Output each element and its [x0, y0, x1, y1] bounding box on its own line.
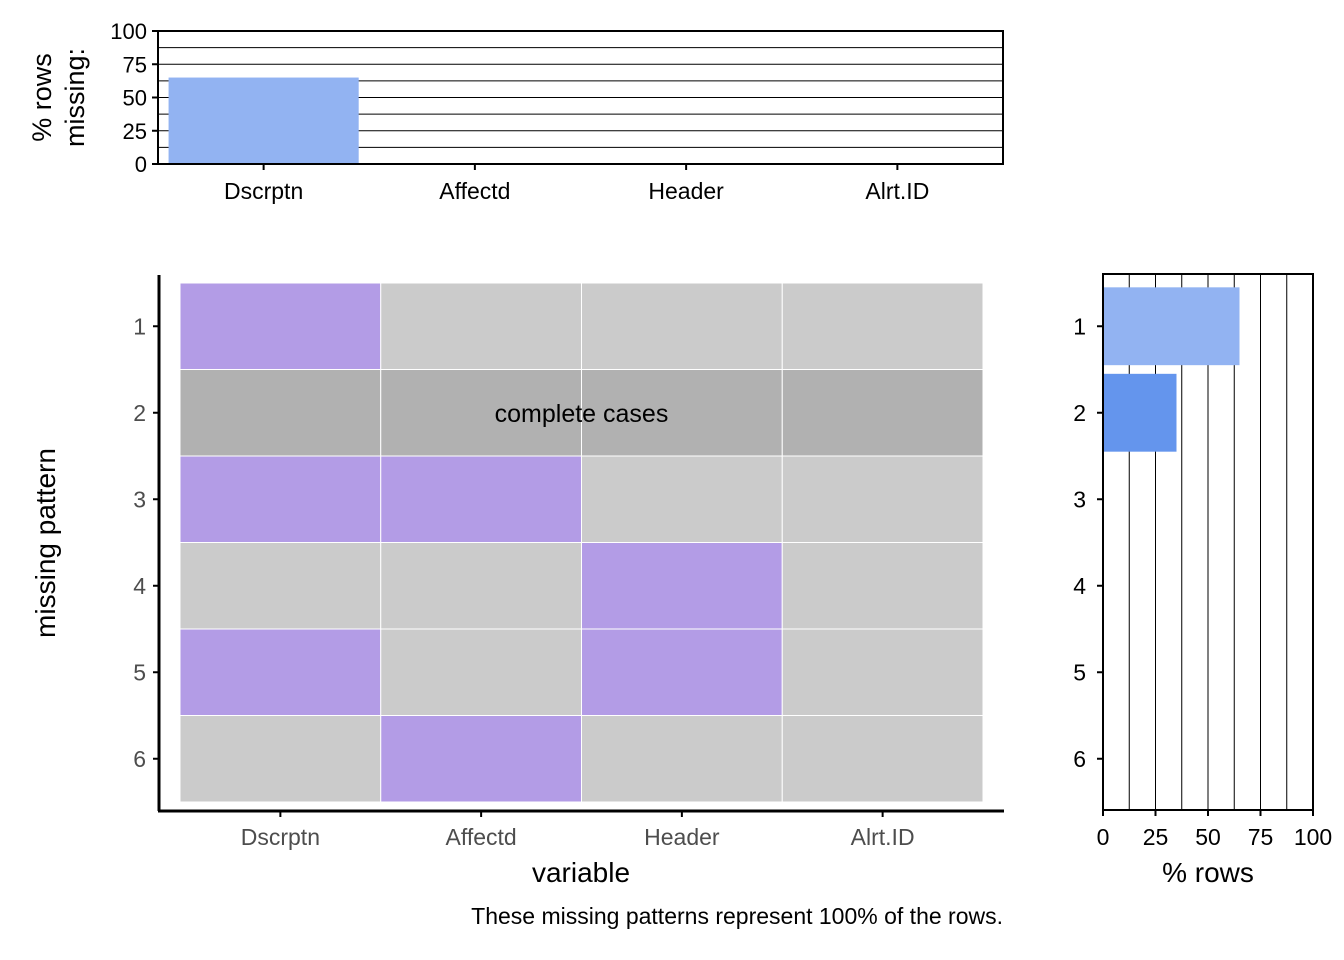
top-y-axis-title-line: % rows	[27, 53, 57, 142]
main-y-tick-label: 1	[133, 313, 146, 339]
complete-cases-label: complete cases	[495, 400, 669, 428]
right-y-tick-label: 6	[1073, 746, 1086, 772]
top-x-tick-label: Dscrptn	[224, 178, 303, 204]
heatmap-cell-r1-Header	[581, 282, 783, 370]
right-y-tick-label: 1	[1073, 313, 1086, 339]
main-y-tick-label: 6	[133, 746, 146, 772]
top-y-tick-label: 50	[123, 86, 147, 111]
heatmap-cell-r1-Dscrptn	[179, 282, 382, 370]
heatmap-cell-r4-Dscrptn	[179, 542, 382, 630]
main-y-tick-label: 5	[133, 659, 146, 685]
heatmap-cell-r3-Alrt.ID	[781, 455, 984, 543]
top-y-axis-title: % rows missing:	[27, 48, 90, 147]
right-bar-pattern-1	[1103, 287, 1240, 366]
right-panel-pattern-frequency: 1 2 3 4 5 6 0 25 50 75 100 % rows	[1073, 273, 1332, 888]
right-y-tick-label: 2	[1073, 400, 1086, 426]
top-bar-Dscrptn	[168, 77, 359, 164]
main-y-tick-label: 3	[133, 486, 146, 512]
heatmap-cell-r6-Alrt.ID	[781, 715, 984, 803]
heatmap-cell-r2-Affectd	[380, 369, 582, 457]
top-y-tick-label: 0	[135, 152, 147, 177]
top-x-tick-label: Header	[648, 178, 724, 204]
right-x-tick-label: 0	[1097, 824, 1110, 850]
top-y-tick-label: 25	[123, 119, 147, 144]
heatmap-cell-r6-Dscrptn	[179, 715, 382, 803]
right-y-tick-label: 5	[1073, 659, 1086, 685]
heatmap-cell-r3-Dscrptn	[179, 455, 382, 543]
main-x-tick-label: Affectd	[446, 824, 517, 850]
right-y-tick-label: 4	[1073, 573, 1086, 599]
main-x-tick-label: Alrt.ID	[851, 824, 915, 850]
top-y-tick-label: 100	[110, 19, 147, 44]
heatmap-cell-r5-Header	[581, 628, 783, 716]
heatmap-cell-r6-Header	[581, 715, 783, 803]
heatmap-cell-r1-Alrt.ID	[781, 282, 984, 370]
heatmap-cell-r2-Alrt.ID	[781, 369, 984, 457]
main-x-tick-label: Header	[644, 824, 720, 850]
caption: These missing patterns represent 100% of…	[471, 903, 1003, 929]
right-y-tick-label: 3	[1073, 486, 1086, 512]
main-panel-missing-pattern-heatmap: complete cases 1 2 3 4 5 6 Dscrptn Affectd Header…	[30, 275, 1004, 888]
main-x-tick-label: Dscrptn	[241, 824, 320, 850]
top-x-tick-label: Affectd	[439, 178, 510, 204]
heatmap-cell-r2-Dscrptn	[179, 369, 382, 457]
top-x-tick-label: Alrt.ID	[865, 178, 929, 204]
right-bar-pattern-2	[1103, 373, 1177, 452]
heatmap-cell-r1-Affectd	[380, 282, 582, 370]
main-y-axis-title: missing pattern	[30, 448, 61, 638]
heatmap-cell-r4-Header	[581, 542, 783, 630]
heatmap-cell-r5-Dscrptn	[179, 628, 382, 716]
heatmap-cell-r6-Affectd	[380, 715, 582, 803]
heatmap-cell-r5-Alrt.ID	[781, 628, 984, 716]
heatmap-cell-r2-Header	[581, 369, 783, 457]
main-x-axis-title: variable	[532, 857, 630, 888]
top-panel-missing-by-variable: 0 25 50 75 100 Dscrptn Affectd Header Alrt.ID % r…	[27, 19, 1004, 204]
heatmap-cell-r3-Header	[581, 455, 783, 543]
main-y-tick-label: 2	[133, 400, 146, 426]
heatmap-cell-r5-Affectd	[380, 628, 582, 716]
right-x-tick-label: 50	[1195, 824, 1221, 850]
top-y-axis-title-line: missing:	[60, 48, 90, 147]
right-x-tick-label: 25	[1143, 824, 1169, 850]
heatmap-cell-r4-Affectd	[380, 542, 582, 630]
heatmap-cell-r4-Alrt.ID	[781, 542, 984, 630]
top-y-tick-label: 75	[123, 52, 147, 77]
right-x-axis-title: % rows	[1162, 857, 1254, 888]
main-y-tick-label: 4	[133, 573, 146, 599]
right-x-tick-label: 75	[1248, 824, 1274, 850]
right-x-tick-label: 100	[1294, 824, 1332, 850]
heatmap-cell-r3-Affectd	[380, 455, 582, 543]
